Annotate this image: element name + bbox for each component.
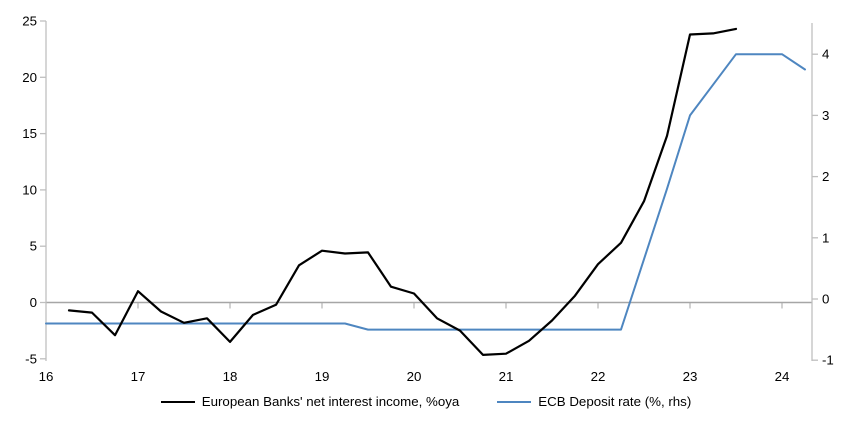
x-axis-label: 20 — [407, 369, 422, 384]
left-axis-label: 10 — [22, 182, 37, 197]
legend-item-ecb-deposit-rate: ECB Deposit rate (%, rhs) — [497, 394, 691, 409]
x-axis-label: 24 — [775, 369, 790, 384]
left-axis-label: 20 — [22, 70, 37, 85]
legend-label-net-interest-income: European Banks' net interest income, %oy… — [201, 394, 460, 409]
right-axis-label: 0 — [822, 292, 829, 307]
x-axis-label: 21 — [499, 369, 514, 384]
x-axis-label: 18 — [223, 369, 238, 384]
series-line-net-interest-income — [67, 27, 738, 356]
legend-label-ecb-deposit-rate: ECB Deposit rate (%, rhs) — [538, 394, 692, 409]
left-axis-label: 25 — [22, 14, 37, 29]
series-line-ecb-deposit-rate — [45, 53, 806, 331]
right-axis-label: 2 — [822, 169, 829, 184]
right-axis-label: 1 — [822, 230, 829, 245]
x-axis-label: 17 — [131, 369, 146, 384]
left-axis-label: -5 — [25, 351, 37, 366]
legend-item-net-interest-income: European Banks' net interest income, %oy… — [160, 394, 460, 409]
right-axis-label: -1 — [822, 353, 834, 368]
right-axis-label: 3 — [822, 108, 829, 123]
x-axis-label: 22 — [591, 369, 606, 384]
left-axis-label: 0 — [30, 295, 37, 310]
x-axis-label: 23 — [683, 369, 698, 384]
chart-legend: European Banks' net interest income, %oy… — [0, 394, 852, 409]
legend-line-swatch-blue — [497, 400, 532, 403]
x-axis-label: 19 — [315, 369, 330, 384]
left-axis-label: 15 — [22, 126, 37, 141]
legend-line-swatch-black — [160, 400, 195, 403]
left-axis-label: 5 — [30, 239, 37, 254]
x-axis-label: 16 — [39, 369, 54, 384]
right-axis-label: 4 — [822, 47, 829, 62]
